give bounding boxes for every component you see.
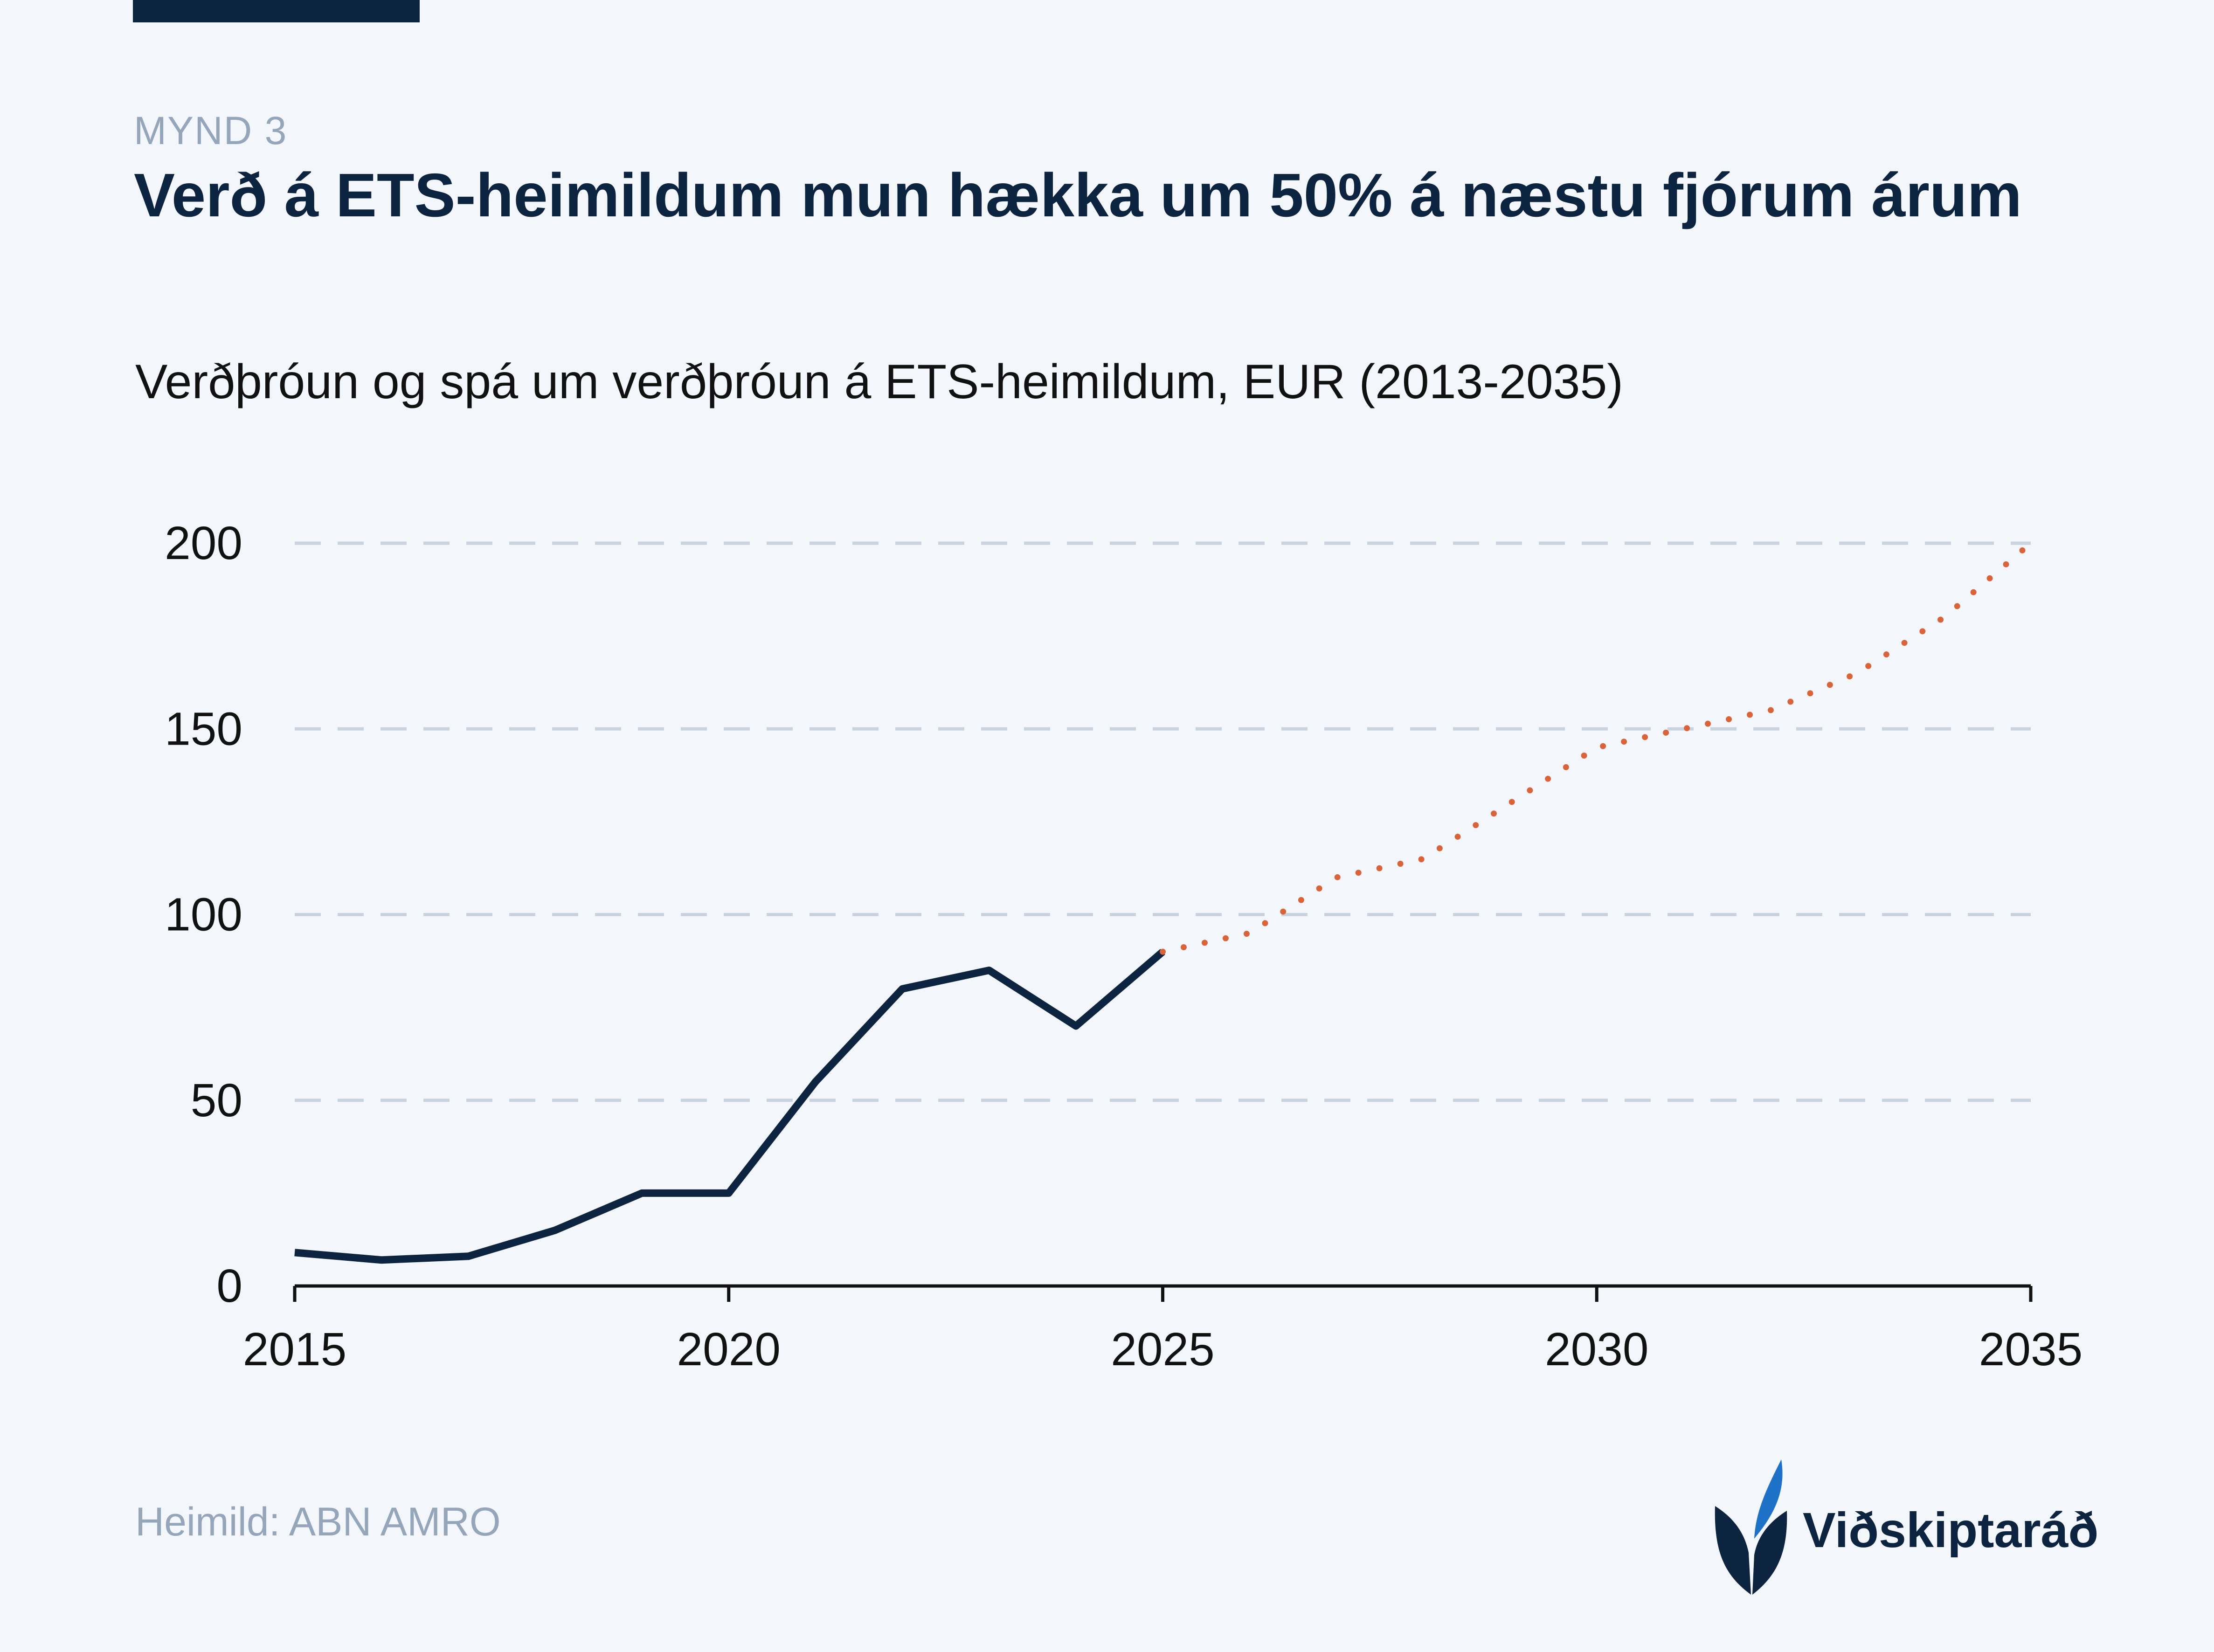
- logo-wordmark: Viðskiptaráð: [1803, 1503, 2099, 1558]
- x-tick-label: 2015: [243, 1323, 346, 1376]
- y-tick-label: 0: [216, 1260, 242, 1312]
- y-tick-label: 100: [165, 889, 242, 941]
- leaf-logo-icon: [1715, 1459, 1787, 1595]
- x-tick-label: 2030: [1545, 1323, 1648, 1376]
- forecast-series-line: [1160, 540, 2034, 955]
- source-note: Heimild: ABN AMRO: [135, 1500, 501, 1544]
- x-tick-label: 2035: [1979, 1323, 2083, 1376]
- x-tick-label: 2020: [677, 1323, 781, 1376]
- y-tick-label: 50: [191, 1074, 242, 1127]
- y-tick-label: 200: [165, 517, 242, 569]
- figure-label: MYND 3: [134, 109, 288, 152]
- x-tick-label: 2025: [1111, 1323, 1214, 1376]
- chart-subtitle: Verðþróun og spá um verðþróun á ETS-heim…: [135, 355, 1623, 409]
- historical-series-line: [294, 949, 1165, 1264]
- chart-title: Verð á ETS-heimildum mun hækka um 50% á …: [134, 161, 2022, 229]
- y-tick-label: 150: [165, 703, 242, 755]
- top-accent-bar: [133, 0, 420, 22]
